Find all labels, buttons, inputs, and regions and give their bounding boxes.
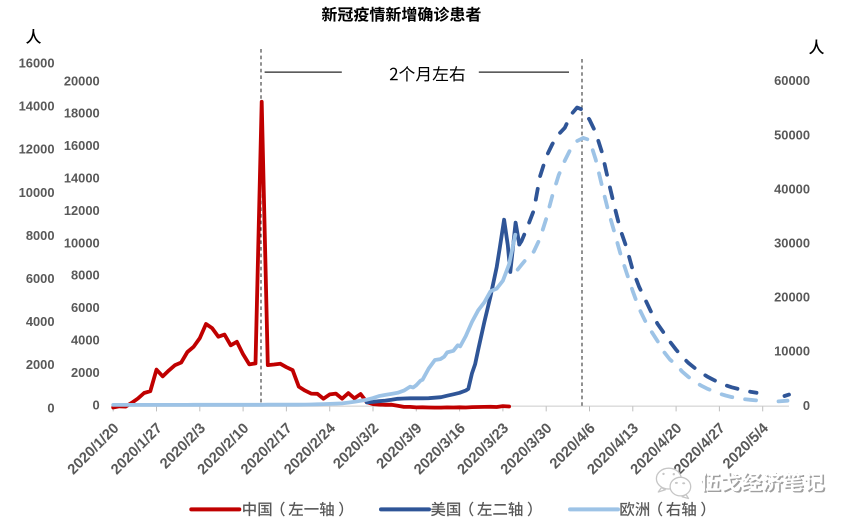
svg-text:50000: 50000 (774, 127, 810, 142)
svg-text:12000: 12000 (64, 203, 100, 218)
svg-text:14000: 14000 (19, 99, 55, 114)
svg-text:20000: 20000 (774, 290, 810, 305)
svg-text:16000: 16000 (19, 56, 55, 71)
svg-text:2000: 2000 (26, 357, 55, 372)
svg-text:16000: 16000 (64, 138, 100, 153)
svg-text:6000: 6000 (26, 271, 55, 286)
svg-text:4000: 4000 (71, 333, 100, 348)
svg-text:4000: 4000 (26, 314, 55, 329)
svg-text:10000: 10000 (64, 235, 100, 250)
svg-text:0: 0 (803, 398, 810, 413)
svg-text:8000: 8000 (26, 228, 55, 243)
svg-text:10000: 10000 (19, 185, 55, 200)
svg-text:18000: 18000 (64, 106, 100, 121)
svg-text:14000: 14000 (64, 171, 100, 186)
svg-text:10000: 10000 (774, 344, 810, 359)
svg-text:20000: 20000 (64, 73, 100, 88)
svg-text:6000: 6000 (71, 300, 100, 315)
svg-text:40000: 40000 (774, 181, 810, 196)
svg-text:30000: 30000 (774, 236, 810, 251)
svg-text:2000: 2000 (71, 365, 100, 380)
svg-text:8000: 8000 (71, 268, 100, 283)
svg-text:0: 0 (47, 400, 54, 415)
svg-text:0: 0 (93, 397, 100, 412)
svg-text:60000: 60000 (774, 73, 810, 88)
svg-text:12000: 12000 (19, 142, 55, 157)
